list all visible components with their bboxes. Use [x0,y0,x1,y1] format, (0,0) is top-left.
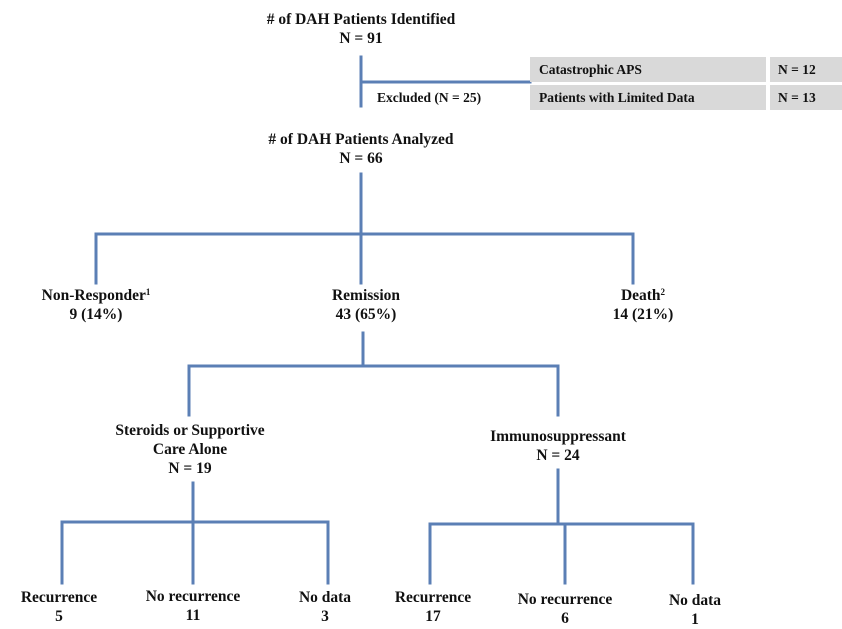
leaf-label: No recurrence [145,588,241,605]
immuno-count: N = 24 [536,447,580,464]
footnote-marker: 1 [145,287,151,297]
exclusion-reason: Patients with Limited Data [530,85,766,110]
leaf-label: Recurrence [394,589,472,606]
immuno-no-data-node: No data 1 [655,591,735,629]
leaf-value: 11 [185,607,201,624]
exclusion-count: N = 12 [770,57,842,82]
steroids-label-line2: Care Alone [152,441,228,458]
exclusion-reason: Catastrophic APS [530,57,766,82]
analyzed-title: # of DAH Patients Analyzed [268,131,454,148]
non-responder-value: 9 (14%) [69,306,123,323]
leaf-label: No data [668,592,722,609]
leaf-value: 5 [55,608,63,625]
immuno-node: Immunosuppressant N = 24 [463,427,653,465]
footnote-marker: 2 [660,287,666,297]
leaf-label: No data [298,589,352,606]
steroid-no-recurrence-node: No recurrence 11 [128,587,258,625]
immuno-recurrence-node: Recurrence 17 [378,588,488,626]
exclusion-table: Catastrophic APS N = 12 Patients with Li… [530,57,842,113]
exclusion-row: Catastrophic APS N = 12 [530,57,842,82]
identified-count: N = 91 [339,30,383,47]
leaf-value: 1 [691,611,699,628]
immuno-label: Immunosuppressant [490,428,626,445]
non-responder-label: Non-Responder1 [41,287,151,304]
exclusion-row: Patients with Limited Data N = 13 [530,85,842,110]
death-value: 14 (21%) [612,306,674,323]
steroid-no-data-node: No data 3 [280,588,370,626]
identified-node: # of DAH Patients Identified N = 91 [211,10,511,48]
remission-value: 43 (65%) [335,306,397,323]
remission-node: Remission 43 (65%) [286,286,446,324]
steroid-recurrence-node: Recurrence 5 [4,588,114,626]
non-responder-node: Non-Responder1 9 (14%) [16,286,176,324]
excluded-label: Excluded (N = 25) [377,90,482,105]
steroids-label-line1: Steroids or Supportive [115,422,265,439]
steroids-node: Steroids or Supportive Care Alone N = 19 [85,421,295,478]
leaf-value: 6 [561,610,569,627]
steroids-count: N = 19 [168,460,212,477]
identified-title: # of DAH Patients Identified [266,11,456,28]
death-node: Death2 14 (21%) [563,286,723,324]
death-label: Death2 [620,287,666,304]
exclusion-count: N = 13 [770,85,842,110]
immuno-no-recurrence-node: No recurrence 6 [500,590,630,628]
leaf-value: 17 [425,608,441,625]
leaf-label: Recurrence [20,589,98,606]
analyzed-count: N = 66 [339,150,383,167]
leaf-value: 3 [321,608,329,625]
leaf-label: No recurrence [517,591,613,608]
analyzed-node: # of DAH Patients Analyzed N = 66 [211,130,511,168]
remission-label: Remission [331,287,401,304]
